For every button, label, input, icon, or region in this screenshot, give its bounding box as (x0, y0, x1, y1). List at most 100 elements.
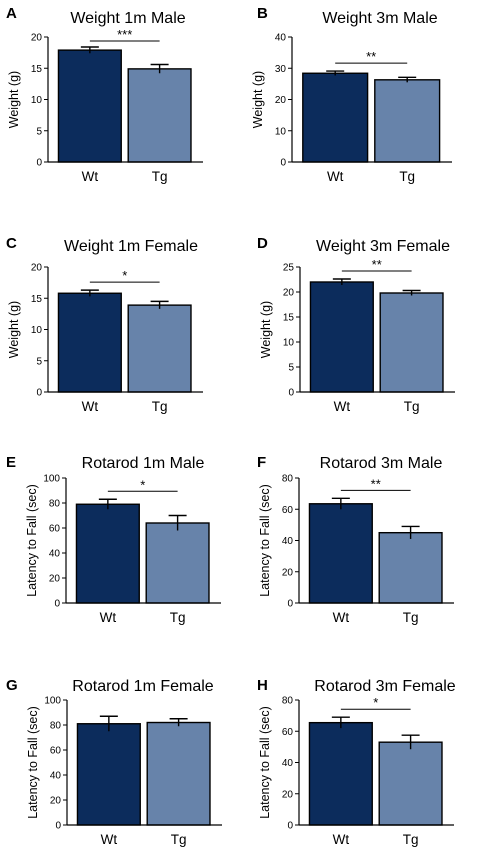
bar-wt (308, 721, 373, 826)
bar-tg (145, 522, 210, 604)
x-tick-label: Wt (82, 169, 99, 184)
chart-panel-f: F Rotarod 3m Male Latency to Fall (sec) Wt T… (257, 454, 454, 625)
bar-wt (308, 503, 373, 604)
bar-wt (76, 723, 141, 826)
y-tick-label: 20 (31, 33, 43, 44)
y-tick-label: 5 (36, 356, 42, 367)
y-tick-label: 40 (282, 758, 294, 769)
y-tick-label: 15 (31, 64, 43, 75)
y-tick-label: 20 (50, 796, 62, 807)
y-tick-label: 80 (282, 696, 294, 707)
y-tick-label: 10 (31, 325, 43, 336)
significance-stars: ** (372, 257, 382, 272)
y-tick-label: 60 (50, 746, 62, 757)
panel-label: D (257, 235, 268, 252)
chart-title: Rotarod 1m Female (72, 678, 213, 695)
chart-title: Weight 1m Male (70, 10, 185, 27)
x-tick-label: Tg (152, 399, 168, 414)
chart-panel-c: C Weight 1m Female Weight (g) Wt Tg 0 5 10 15 20 * (6, 235, 203, 414)
y-tick-label: 40 (282, 536, 294, 547)
panel-label: C (6, 235, 17, 252)
chart-title: Rotarod 3m Male (320, 455, 443, 472)
y-tick-label: 0 (55, 821, 61, 832)
y-axis-label: Latency to Fall (sec) (26, 706, 40, 819)
bar-wt (309, 281, 374, 393)
chart-title: Rotarod 1m Male (82, 455, 205, 472)
bar-tg (127, 304, 192, 393)
y-tick-label: 20 (283, 288, 295, 299)
y-tick-label: 80 (49, 499, 61, 510)
panel-label: E (6, 454, 16, 471)
chart-panel-b: B Weight 3m Male Weight (g) Wt Tg 0 10 20 30 40 ** (251, 5, 452, 184)
y-tick-label: 5 (36, 126, 42, 137)
y-tick-label: 100 (44, 696, 61, 707)
significance-stars: * (140, 477, 145, 492)
chart-panel-a: A Weight 1m Male Weight (g) Wt Tg 0 5 10 15 20 *** (6, 5, 203, 184)
y-axis-label: Latency to Fall (sec) (258, 706, 272, 819)
significance-stars: ** (366, 49, 376, 64)
y-tick-label: 0 (54, 599, 60, 610)
y-tick-label: 20 (282, 567, 294, 578)
significance-stars: * (373, 695, 378, 710)
x-tick-label: Tg (152, 169, 168, 184)
x-tick-label: Tg (170, 610, 186, 625)
y-tick-label: 10 (283, 338, 295, 349)
bar-wt (75, 503, 140, 604)
y-tick-label: 20 (275, 95, 287, 106)
y-tick-label: 5 (288, 363, 294, 374)
x-tick-label: Wt (327, 169, 344, 184)
panel-label: F (257, 454, 266, 471)
chart-panel-e: E Rotarod 1m Male Latency to Fall (sec) Wt T… (6, 454, 221, 625)
y-tick-label: 0 (288, 388, 294, 399)
y-tick-label: 0 (287, 821, 293, 832)
x-tick-label: Wt (82, 399, 99, 414)
bar-tg (127, 68, 192, 163)
chart-title: Rotarod 3m Female (314, 678, 455, 695)
y-tick-label: 40 (49, 549, 61, 560)
y-tick-label: 20 (49, 574, 61, 585)
x-tick-label: Tg (399, 169, 415, 184)
y-tick-label: 100 (43, 474, 60, 485)
y-axis-label: Weight (g) (251, 71, 265, 128)
y-axis-label: Weight (g) (259, 301, 273, 358)
x-tick-label: Wt (334, 399, 351, 414)
y-tick-label: 80 (282, 474, 294, 485)
x-tick-label: Tg (403, 832, 419, 847)
x-tick-label: Wt (101, 832, 118, 847)
significance-stars: * (122, 268, 127, 283)
y-tick-label: 80 (50, 721, 62, 732)
y-tick-label: 20 (282, 789, 294, 800)
y-axis-label: Weight (g) (7, 301, 21, 358)
y-tick-label: 15 (31, 294, 43, 305)
y-tick-label: 60 (282, 505, 294, 516)
panel-label: B (257, 5, 268, 22)
y-tick-label: 0 (287, 599, 293, 610)
bar-wt (57, 292, 122, 393)
bar-tg (146, 721, 211, 826)
bar-tg (374, 79, 441, 163)
x-tick-label: Tg (404, 399, 420, 414)
significance-stars: ** (371, 476, 381, 491)
x-tick-label: Tg (403, 610, 419, 625)
y-tick-label: 40 (275, 33, 287, 44)
x-tick-label: Wt (333, 610, 350, 625)
y-tick-label: 60 (49, 524, 61, 535)
chart-title: Weight 3m Female (316, 238, 450, 255)
y-tick-label: 0 (280, 158, 286, 169)
y-tick-label: 15 (283, 313, 295, 324)
y-tick-label: 60 (282, 727, 294, 738)
chart-title: Weight 1m Female (64, 238, 198, 255)
y-tick-label: 25 (283, 263, 295, 274)
y-axis-label: Latency to Fall (sec) (25, 484, 39, 597)
significance-stars: *** (117, 27, 132, 42)
y-tick-label: 10 (275, 126, 287, 137)
chart-panel-g: G Rotarod 1m Female Latency to Fall (sec) W… (6, 677, 222, 847)
y-axis-label: Latency to Fall (sec) (258, 484, 272, 597)
y-tick-label: 20 (31, 263, 43, 274)
chart-panel-d: D Weight 3m Female Weight (g) Wt Tg 0 5 10 15 20 2… (257, 235, 455, 414)
bar-wt (302, 72, 369, 163)
x-tick-label: Wt (333, 832, 350, 847)
y-tick-label: 0 (36, 388, 42, 399)
y-axis-label: Weight (g) (7, 71, 21, 128)
panel-label: G (6, 677, 18, 694)
